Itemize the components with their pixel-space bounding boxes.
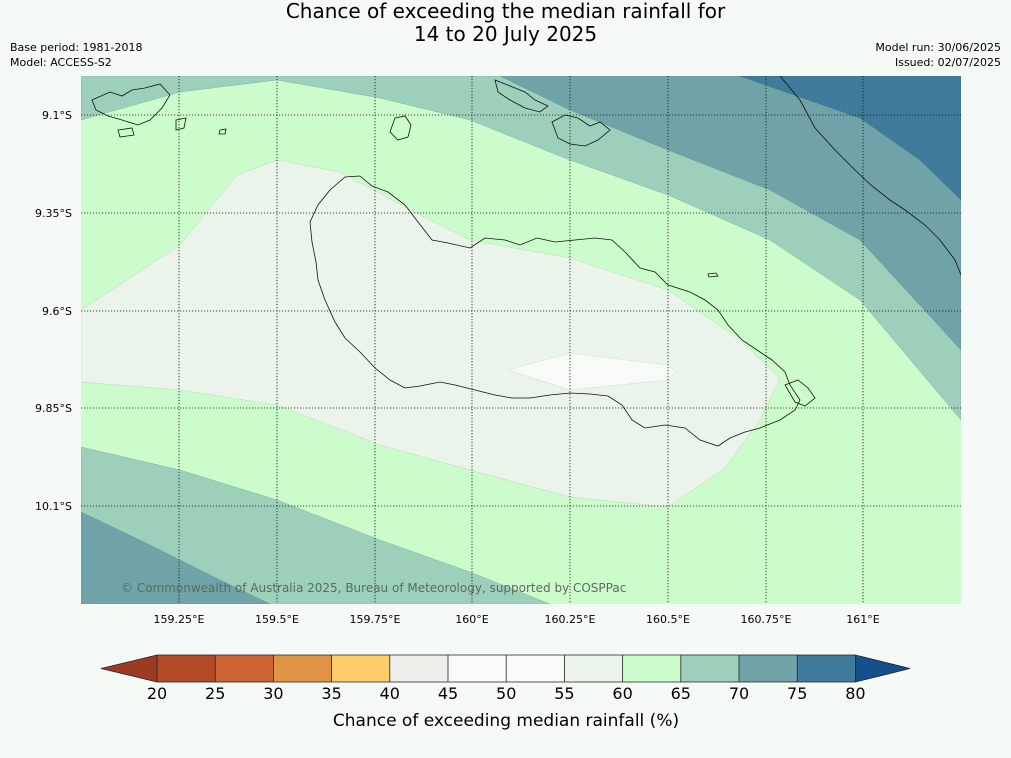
island-nw-2	[175, 117, 187, 131]
colorbar-over-triangle	[855, 655, 910, 682]
colorbar-tick: 60	[612, 684, 632, 703]
colorbar-box-55-60	[564, 655, 623, 682]
colorbar-box-60-65	[622, 655, 681, 682]
lat-labels: 9.1°S 9.35°S 9.6°S 9.85°S 10.1°S	[35, 109, 72, 513]
colorbar-box-35-40	[331, 655, 390, 682]
colorbar-tick: 75	[787, 684, 807, 703]
lat-label: 10.1°S	[35, 500, 72, 513]
lat-label: 9.35°S	[35, 207, 72, 220]
colorbar-tick: 80	[845, 684, 865, 703]
colorbar-under-triangle	[101, 655, 157, 682]
colorbar-tick: 20	[147, 684, 167, 703]
colorbar-tick: 55	[554, 684, 574, 703]
colorbar-tick: 70	[729, 684, 749, 703]
lon-label: 159.75°E	[350, 613, 401, 626]
marau-islets	[784, 379, 816, 407]
zone-70-75-north	[499, 76, 961, 351]
colorbar-tick-labels: 20 25 30 35 40 45 50 55 60 65 70 75 80	[147, 684, 866, 703]
colorbar-box-30-35	[273, 655, 332, 682]
florida-islands	[551, 114, 611, 147]
info-left: Base period: 1981-2018 Model: ACCESS-S2	[10, 40, 142, 70]
guadalcanal-coast	[309, 175, 801, 447]
copyright-text: © Commonwealth of Australia 2025, Bureau…	[121, 581, 626, 595]
island-nw-1	[91, 83, 171, 126]
colorbar-tick: 45	[438, 684, 458, 703]
zone-70-75-south	[81, 511, 271, 604]
zone-75-80	[739, 76, 961, 201]
graticule	[81, 76, 961, 604]
colorbar-box-50-55	[506, 655, 565, 682]
island-east-small	[707, 272, 719, 278]
colorbar-tick: 50	[496, 684, 516, 703]
malaita-fragment	[779, 76, 961, 276]
island-north-small	[389, 115, 412, 141]
base-period-text: Base period: 1981-2018	[10, 41, 143, 54]
coastlines	[91, 76, 961, 447]
lat-label: 9.6°S	[42, 305, 72, 318]
colorbar-box-20-25	[157, 655, 216, 682]
lon-label: 159.25°E	[154, 613, 205, 626]
colorbar-tick: 35	[321, 684, 341, 703]
colorbar-box-75-80	[797, 655, 856, 682]
lat-label: 9.85°S	[35, 402, 72, 415]
colorbar-label: Chance of exceeding median rainfall (%)	[333, 711, 679, 731]
ngella-north	[494, 79, 549, 113]
colorbar-dividers	[156, 655, 856, 682]
island-nw-4	[218, 128, 227, 135]
issued-text: Issued: 02/07/2025	[894, 56, 1001, 69]
lon-label: 159.5°E	[255, 613, 299, 626]
colorbar-tick: 65	[671, 684, 691, 703]
colorbar-box-40-45	[389, 655, 448, 682]
zone-55-60	[81, 159, 781, 508]
island-nw-3	[117, 127, 135, 138]
lon-labels: 159.25°E 159.5°E 159.75°E 160°E 160.25°E…	[154, 613, 880, 626]
info-right: Model run: 30/06/2025 Issued: 02/07/2025	[875, 40, 1001, 70]
map-title: Chance of exceeding the median rainfall …	[0, 0, 1011, 46]
title-line-1: Chance of exceeding the median rainfall …	[285, 0, 726, 23]
lon-label: 160.5°E	[646, 613, 690, 626]
colorbar-box-70-75	[739, 655, 798, 682]
colorbar-tick: 25	[205, 684, 225, 703]
colorbar-box-65-70	[680, 655, 739, 682]
lon-label: 160.25°E	[545, 613, 596, 626]
colorbar-tick: 40	[380, 684, 400, 703]
colorbar-box-45-50	[448, 655, 507, 682]
title-line-2: 14 to 20 July 2025	[413, 22, 598, 46]
colorbar: 20 25 30 35 40 45 50 55 60 65 70 75 80 C…	[100, 654, 911, 731]
map-panel: © Commonwealth of Australia 2025, Bureau…	[81, 76, 961, 604]
colorbar-outline	[100, 654, 911, 683]
lon-label: 160.75°E	[741, 613, 792, 626]
model-run-text: Model run: 30/06/2025	[875, 41, 1001, 54]
colorbar-box-25-30	[215, 655, 274, 682]
model-text: Model: ACCESS-S2	[10, 56, 112, 69]
zone-65-70-south	[81, 446, 551, 604]
lon-label: 161°E	[846, 613, 879, 626]
lat-label: 9.1°S	[42, 109, 72, 122]
lon-label: 160°E	[455, 613, 488, 626]
colorbar-tick: 30	[263, 684, 283, 703]
